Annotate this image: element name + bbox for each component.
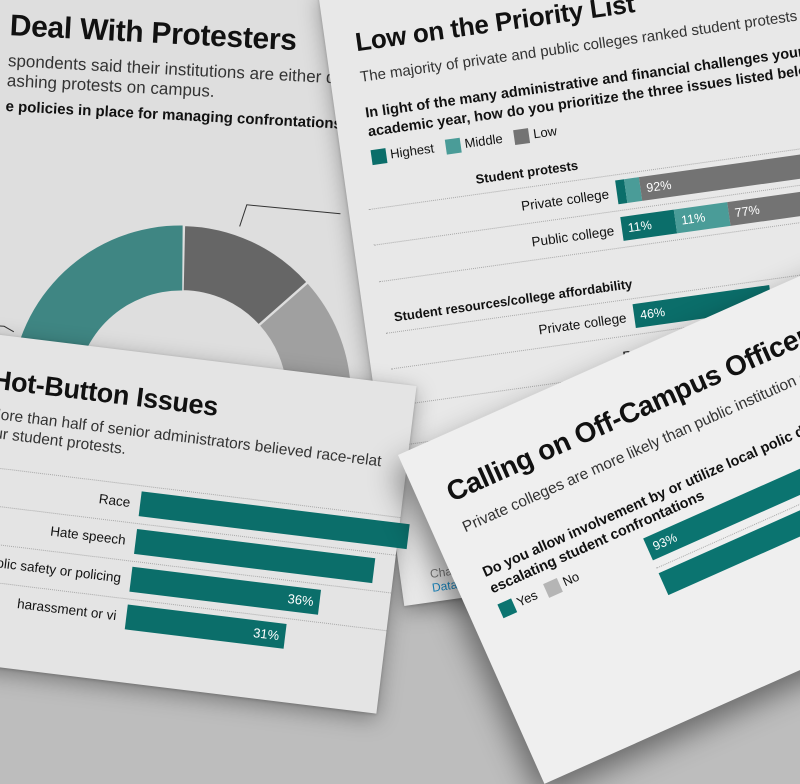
legend-label: Yes: [514, 587, 540, 610]
card1-title: Deal With Protesters: [8, 9, 298, 58]
row-label: Private college: [520, 186, 610, 214]
legend-label: Low: [532, 123, 558, 142]
bar-segment-highest: 11%: [620, 209, 678, 241]
legend-item-middle: Middle: [444, 130, 504, 155]
legend-item-low: Low: [513, 123, 558, 146]
row-label: Public college: [530, 223, 616, 250]
legend-label: Middle: [463, 130, 504, 151]
legend-swatch-highest: [370, 148, 388, 166]
bar-segment-low: 92%: [638, 138, 800, 201]
legend-swatch-middle: [444, 137, 462, 155]
bar-harassment: 31%: [124, 604, 287, 649]
bar-segment-middle: 11%: [673, 202, 731, 234]
donut-leader-line-left: [0, 324, 15, 333]
legend-label: No: [560, 568, 582, 590]
donut-leader-line: [239, 204, 341, 227]
legend-label: Highest: [389, 140, 435, 162]
legend-swatch-low: [513, 128, 531, 146]
legend-swatch-yes: [497, 598, 518, 619]
row-label: Private college: [537, 310, 628, 338]
donut-slice-darkgray: [182, 225, 308, 326]
legend-item-highest: Highest: [370, 140, 435, 166]
legend-swatch-no: [543, 578, 564, 598]
card-hot-button-issues: Hot-Button Issues More than half of seni…: [0, 330, 417, 714]
